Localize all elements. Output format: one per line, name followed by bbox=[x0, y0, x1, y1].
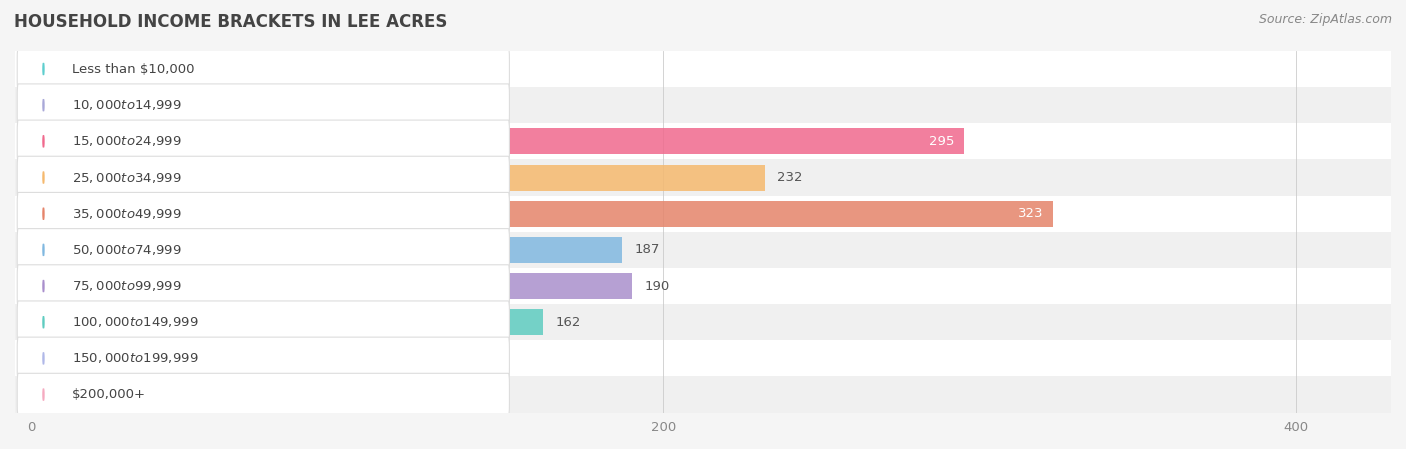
Text: $50,000 to $74,999: $50,000 to $74,999 bbox=[72, 243, 181, 257]
Bar bbox=[15, 377, 1391, 413]
Bar bbox=[31, 56, 307, 82]
Text: 58: 58 bbox=[226, 388, 243, 401]
Text: $200,000+: $200,000+ bbox=[72, 388, 146, 401]
Bar bbox=[15, 123, 1391, 159]
Text: $25,000 to $34,999: $25,000 to $34,999 bbox=[72, 171, 181, 185]
Text: Less than $10,000: Less than $10,000 bbox=[72, 62, 194, 75]
Text: $35,000 to $49,999: $35,000 to $49,999 bbox=[72, 207, 181, 221]
FancyBboxPatch shape bbox=[17, 193, 509, 235]
Bar bbox=[31, 309, 543, 335]
Bar bbox=[31, 128, 965, 154]
Bar bbox=[15, 268, 1391, 304]
Text: $75,000 to $99,999: $75,000 to $99,999 bbox=[72, 279, 181, 293]
Bar bbox=[15, 159, 1391, 196]
Text: 323: 323 bbox=[1018, 207, 1043, 220]
FancyBboxPatch shape bbox=[17, 265, 509, 307]
Text: 87: 87 bbox=[319, 62, 336, 75]
Text: 89: 89 bbox=[325, 352, 342, 365]
Bar bbox=[31, 92, 416, 118]
Bar bbox=[31, 345, 312, 371]
FancyBboxPatch shape bbox=[17, 337, 509, 380]
Bar bbox=[31, 237, 623, 263]
FancyBboxPatch shape bbox=[17, 48, 509, 90]
Bar bbox=[31, 273, 631, 299]
FancyBboxPatch shape bbox=[17, 301, 509, 343]
Bar bbox=[15, 232, 1391, 268]
Bar bbox=[31, 164, 765, 190]
Text: 232: 232 bbox=[778, 171, 803, 184]
Bar bbox=[15, 87, 1391, 123]
Bar bbox=[31, 382, 214, 408]
Bar bbox=[15, 304, 1391, 340]
Text: $150,000 to $199,999: $150,000 to $199,999 bbox=[72, 352, 198, 365]
Bar bbox=[15, 196, 1391, 232]
FancyBboxPatch shape bbox=[17, 229, 509, 271]
Text: $15,000 to $24,999: $15,000 to $24,999 bbox=[72, 134, 181, 148]
Text: HOUSEHOLD INCOME BRACKETS IN LEE ACRES: HOUSEHOLD INCOME BRACKETS IN LEE ACRES bbox=[14, 13, 447, 31]
FancyBboxPatch shape bbox=[17, 156, 509, 199]
Bar bbox=[15, 51, 1391, 87]
Text: 190: 190 bbox=[644, 280, 669, 293]
Text: $100,000 to $149,999: $100,000 to $149,999 bbox=[72, 315, 198, 329]
Text: 187: 187 bbox=[636, 243, 661, 256]
FancyBboxPatch shape bbox=[17, 373, 509, 416]
Text: 295: 295 bbox=[929, 135, 955, 148]
Text: 122: 122 bbox=[429, 99, 456, 112]
Text: $10,000 to $14,999: $10,000 to $14,999 bbox=[72, 98, 181, 112]
Text: 162: 162 bbox=[555, 316, 581, 329]
FancyBboxPatch shape bbox=[17, 120, 509, 163]
FancyBboxPatch shape bbox=[17, 84, 509, 127]
Text: Source: ZipAtlas.com: Source: ZipAtlas.com bbox=[1258, 13, 1392, 26]
Bar bbox=[31, 201, 1053, 227]
Bar bbox=[15, 340, 1391, 377]
